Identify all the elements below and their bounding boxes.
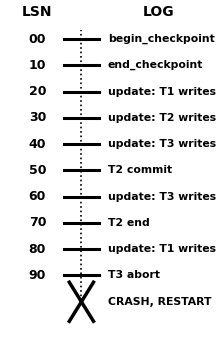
Text: 50: 50 bbox=[29, 164, 46, 177]
Text: LOG: LOG bbox=[143, 5, 174, 20]
Text: 60: 60 bbox=[29, 190, 46, 203]
Text: update: T3 writes P2: update: T3 writes P2 bbox=[108, 192, 220, 202]
Text: T2 commit: T2 commit bbox=[108, 165, 172, 175]
Text: begin_checkpoint: begin_checkpoint bbox=[108, 34, 214, 44]
Text: 40: 40 bbox=[29, 138, 46, 151]
Text: T3 abort: T3 abort bbox=[108, 271, 160, 280]
Text: 00: 00 bbox=[29, 33, 46, 45]
Text: update: T3 writes P3: update: T3 writes P3 bbox=[108, 139, 220, 149]
Text: 30: 30 bbox=[29, 111, 46, 124]
Text: update: T1 writes P5: update: T1 writes P5 bbox=[108, 244, 220, 254]
Text: CRASH, RESTART: CRASH, RESTART bbox=[108, 297, 211, 307]
Text: 20: 20 bbox=[29, 85, 46, 98]
Text: update: T1 writes P1: update: T1 writes P1 bbox=[108, 87, 220, 97]
Text: T2 end: T2 end bbox=[108, 218, 150, 228]
Text: LSN: LSN bbox=[22, 5, 53, 20]
Text: 70: 70 bbox=[29, 217, 46, 229]
Text: update: T2 writes P2: update: T2 writes P2 bbox=[108, 113, 220, 123]
Text: end_checkpoint: end_checkpoint bbox=[108, 60, 203, 70]
Text: 10: 10 bbox=[29, 59, 46, 72]
Text: 80: 80 bbox=[29, 243, 46, 256]
Text: 90: 90 bbox=[29, 269, 46, 282]
